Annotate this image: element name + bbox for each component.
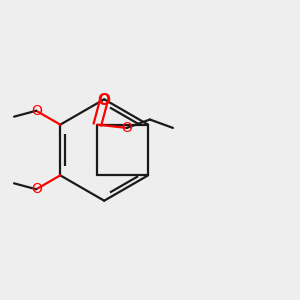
Text: O: O [31,104,42,118]
Text: O: O [31,182,42,196]
Text: O: O [122,121,132,135]
Text: O: O [97,93,110,108]
